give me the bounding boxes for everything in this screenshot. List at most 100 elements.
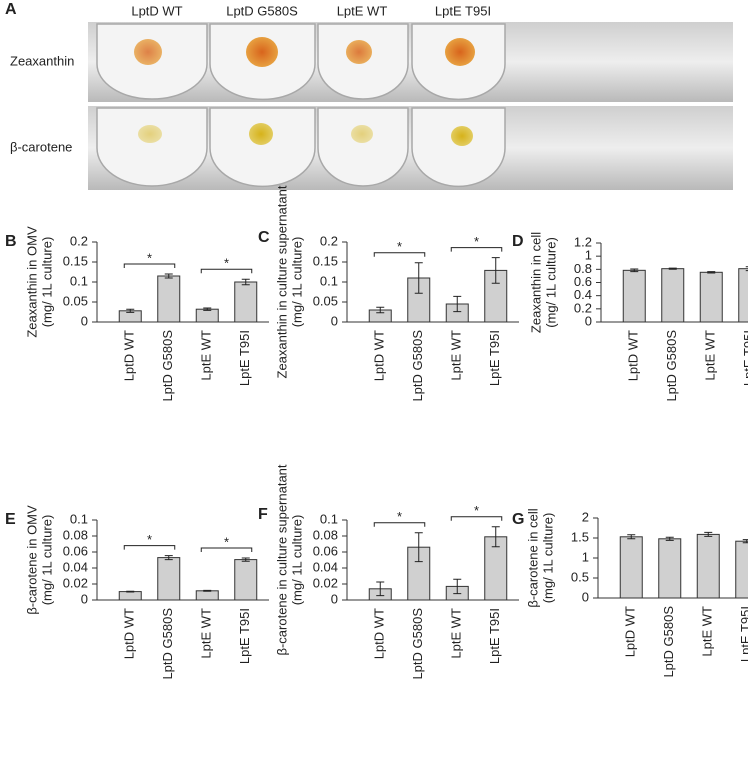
- y-tick-label: 0.05: [63, 293, 88, 308]
- y-tick-label: 1: [582, 549, 589, 564]
- y-axis-label: Zeaxanthin in cell: [528, 232, 543, 333]
- y-tick-label: 1.2: [574, 234, 592, 249]
- significance-bracket: [373, 252, 426, 257]
- significance-mark: *: [224, 256, 229, 271]
- y-axis-unit: (mg/ 1L culture): [39, 237, 54, 328]
- error-bar: [376, 306, 385, 314]
- error-bar: [126, 308, 135, 313]
- x-tick-label: LptD G580S: [160, 608, 175, 680]
- significance-mark: *: [397, 509, 402, 524]
- error-bar: [414, 532, 423, 563]
- error-bar: [203, 589, 212, 592]
- bar: [234, 281, 258, 323]
- column-label: LptE WT: [337, 3, 388, 18]
- error-bar: [491, 257, 500, 284]
- error-bar: [627, 534, 636, 540]
- x-tick-label: LptE WT: [703, 330, 718, 381]
- x-tick-label: LptD G580S: [661, 606, 676, 678]
- photo-edge: [508, 22, 733, 102]
- y-axis-label: Zeaxanthin in OMV: [24, 226, 39, 338]
- panel-letter: G: [512, 511, 524, 528]
- error-bar: [126, 590, 135, 593]
- y-axis-label: β-carotene in OMV: [24, 505, 39, 615]
- bar: [661, 268, 685, 323]
- error-bar: [668, 267, 677, 270]
- x-tick-label: LptD WT: [372, 608, 387, 659]
- error-bar: [742, 539, 748, 544]
- y-tick-label: 0: [585, 313, 592, 328]
- y-tick-label: 0.05: [313, 293, 338, 308]
- error-bar: [203, 307, 212, 311]
- error-bar: [376, 581, 385, 597]
- y-axis-label: Zeaxanthin in culture supernatant: [274, 185, 289, 378]
- bar: [696, 533, 720, 599]
- error-bar: [707, 271, 716, 274]
- y-tick-label: 1: [585, 248, 592, 263]
- panel-letter: B: [5, 233, 17, 250]
- y-tick-label: 0.04: [63, 559, 88, 574]
- y-axis-unit: (mg/ 1L culture): [39, 515, 54, 606]
- photo: [88, 22, 508, 190]
- y-axis-unit: (mg/ 1L culture): [540, 513, 555, 604]
- x-tick-label: LptE T95I: [487, 608, 502, 664]
- y-axis-unit: (mg/ 1L culture): [289, 515, 304, 606]
- y-tick-label: 0: [81, 591, 88, 606]
- x-tick-label: LptD WT: [623, 606, 638, 657]
- significance-bracket: [200, 268, 253, 274]
- bar: [735, 540, 748, 599]
- significance-mark: *: [147, 532, 152, 547]
- x-tick-label: LptD G580S: [410, 608, 425, 680]
- x-tick-label: LptD WT: [626, 330, 641, 381]
- x-tick-label: LptD WT: [122, 608, 137, 659]
- y-tick-label: 0.8: [574, 261, 592, 276]
- significance-bracket: [450, 247, 503, 252]
- column-label: LptD G580S: [226, 3, 298, 18]
- error-bar: [630, 268, 639, 273]
- y-tick-label: 0.1: [70, 273, 88, 288]
- panel-letter: F: [258, 506, 268, 523]
- y-tick-label: 0.6: [574, 274, 592, 289]
- row-label: β-carotene: [10, 139, 72, 154]
- y-tick-label: 0.08: [313, 527, 338, 542]
- y-tick-label: 0.2: [320, 233, 338, 248]
- y-tick-label: 0.06: [63, 543, 88, 558]
- bar: [195, 590, 219, 601]
- significance-mark: *: [147, 250, 152, 265]
- bar: [658, 538, 682, 599]
- y-tick-label: 0.02: [63, 575, 88, 590]
- x-tick-label: LptE T95I: [237, 608, 252, 664]
- x-tick-label: LptE T95I: [487, 330, 502, 386]
- column-label: LptD WT: [131, 3, 182, 18]
- x-tick-label: LptE WT: [449, 330, 464, 381]
- y-tick-label: 2: [582, 509, 589, 524]
- bar: [619, 536, 643, 599]
- bar: [234, 559, 258, 601]
- error-bar: [704, 531, 713, 537]
- error-bar: [745, 266, 748, 272]
- column-label: LptE T95I: [435, 3, 491, 18]
- x-tick-label: LptE T95I: [741, 330, 748, 386]
- y-tick-label: 0.4: [574, 287, 592, 302]
- error-bar: [414, 262, 423, 294]
- y-tick-label: 0.02: [313, 575, 338, 590]
- x-tick-label: LptE WT: [199, 330, 214, 381]
- y-tick-label: 0.04: [313, 559, 338, 574]
- x-tick-label: LptD WT: [372, 330, 387, 381]
- significance-bracket: [123, 545, 176, 550]
- x-tick-label: LptE T95I: [738, 606, 748, 662]
- y-tick-label: 0.2: [70, 233, 88, 248]
- error-bar: [665, 536, 674, 541]
- y-tick-label: 0.06: [313, 543, 338, 558]
- x-tick-label: LptE T95I: [237, 330, 252, 386]
- y-tick-label: 0: [81, 313, 88, 328]
- significance-mark: *: [474, 503, 479, 518]
- y-axis-label: β-carotene in cell: [525, 508, 540, 607]
- error-bar: [241, 278, 250, 286]
- bar: [195, 308, 219, 323]
- y-tick-label: 0.15: [63, 253, 88, 268]
- error-bar: [164, 555, 173, 561]
- y-tick-label: 0: [331, 313, 338, 328]
- error-bar: [453, 295, 462, 313]
- y-tick-label: 0.5: [571, 569, 589, 584]
